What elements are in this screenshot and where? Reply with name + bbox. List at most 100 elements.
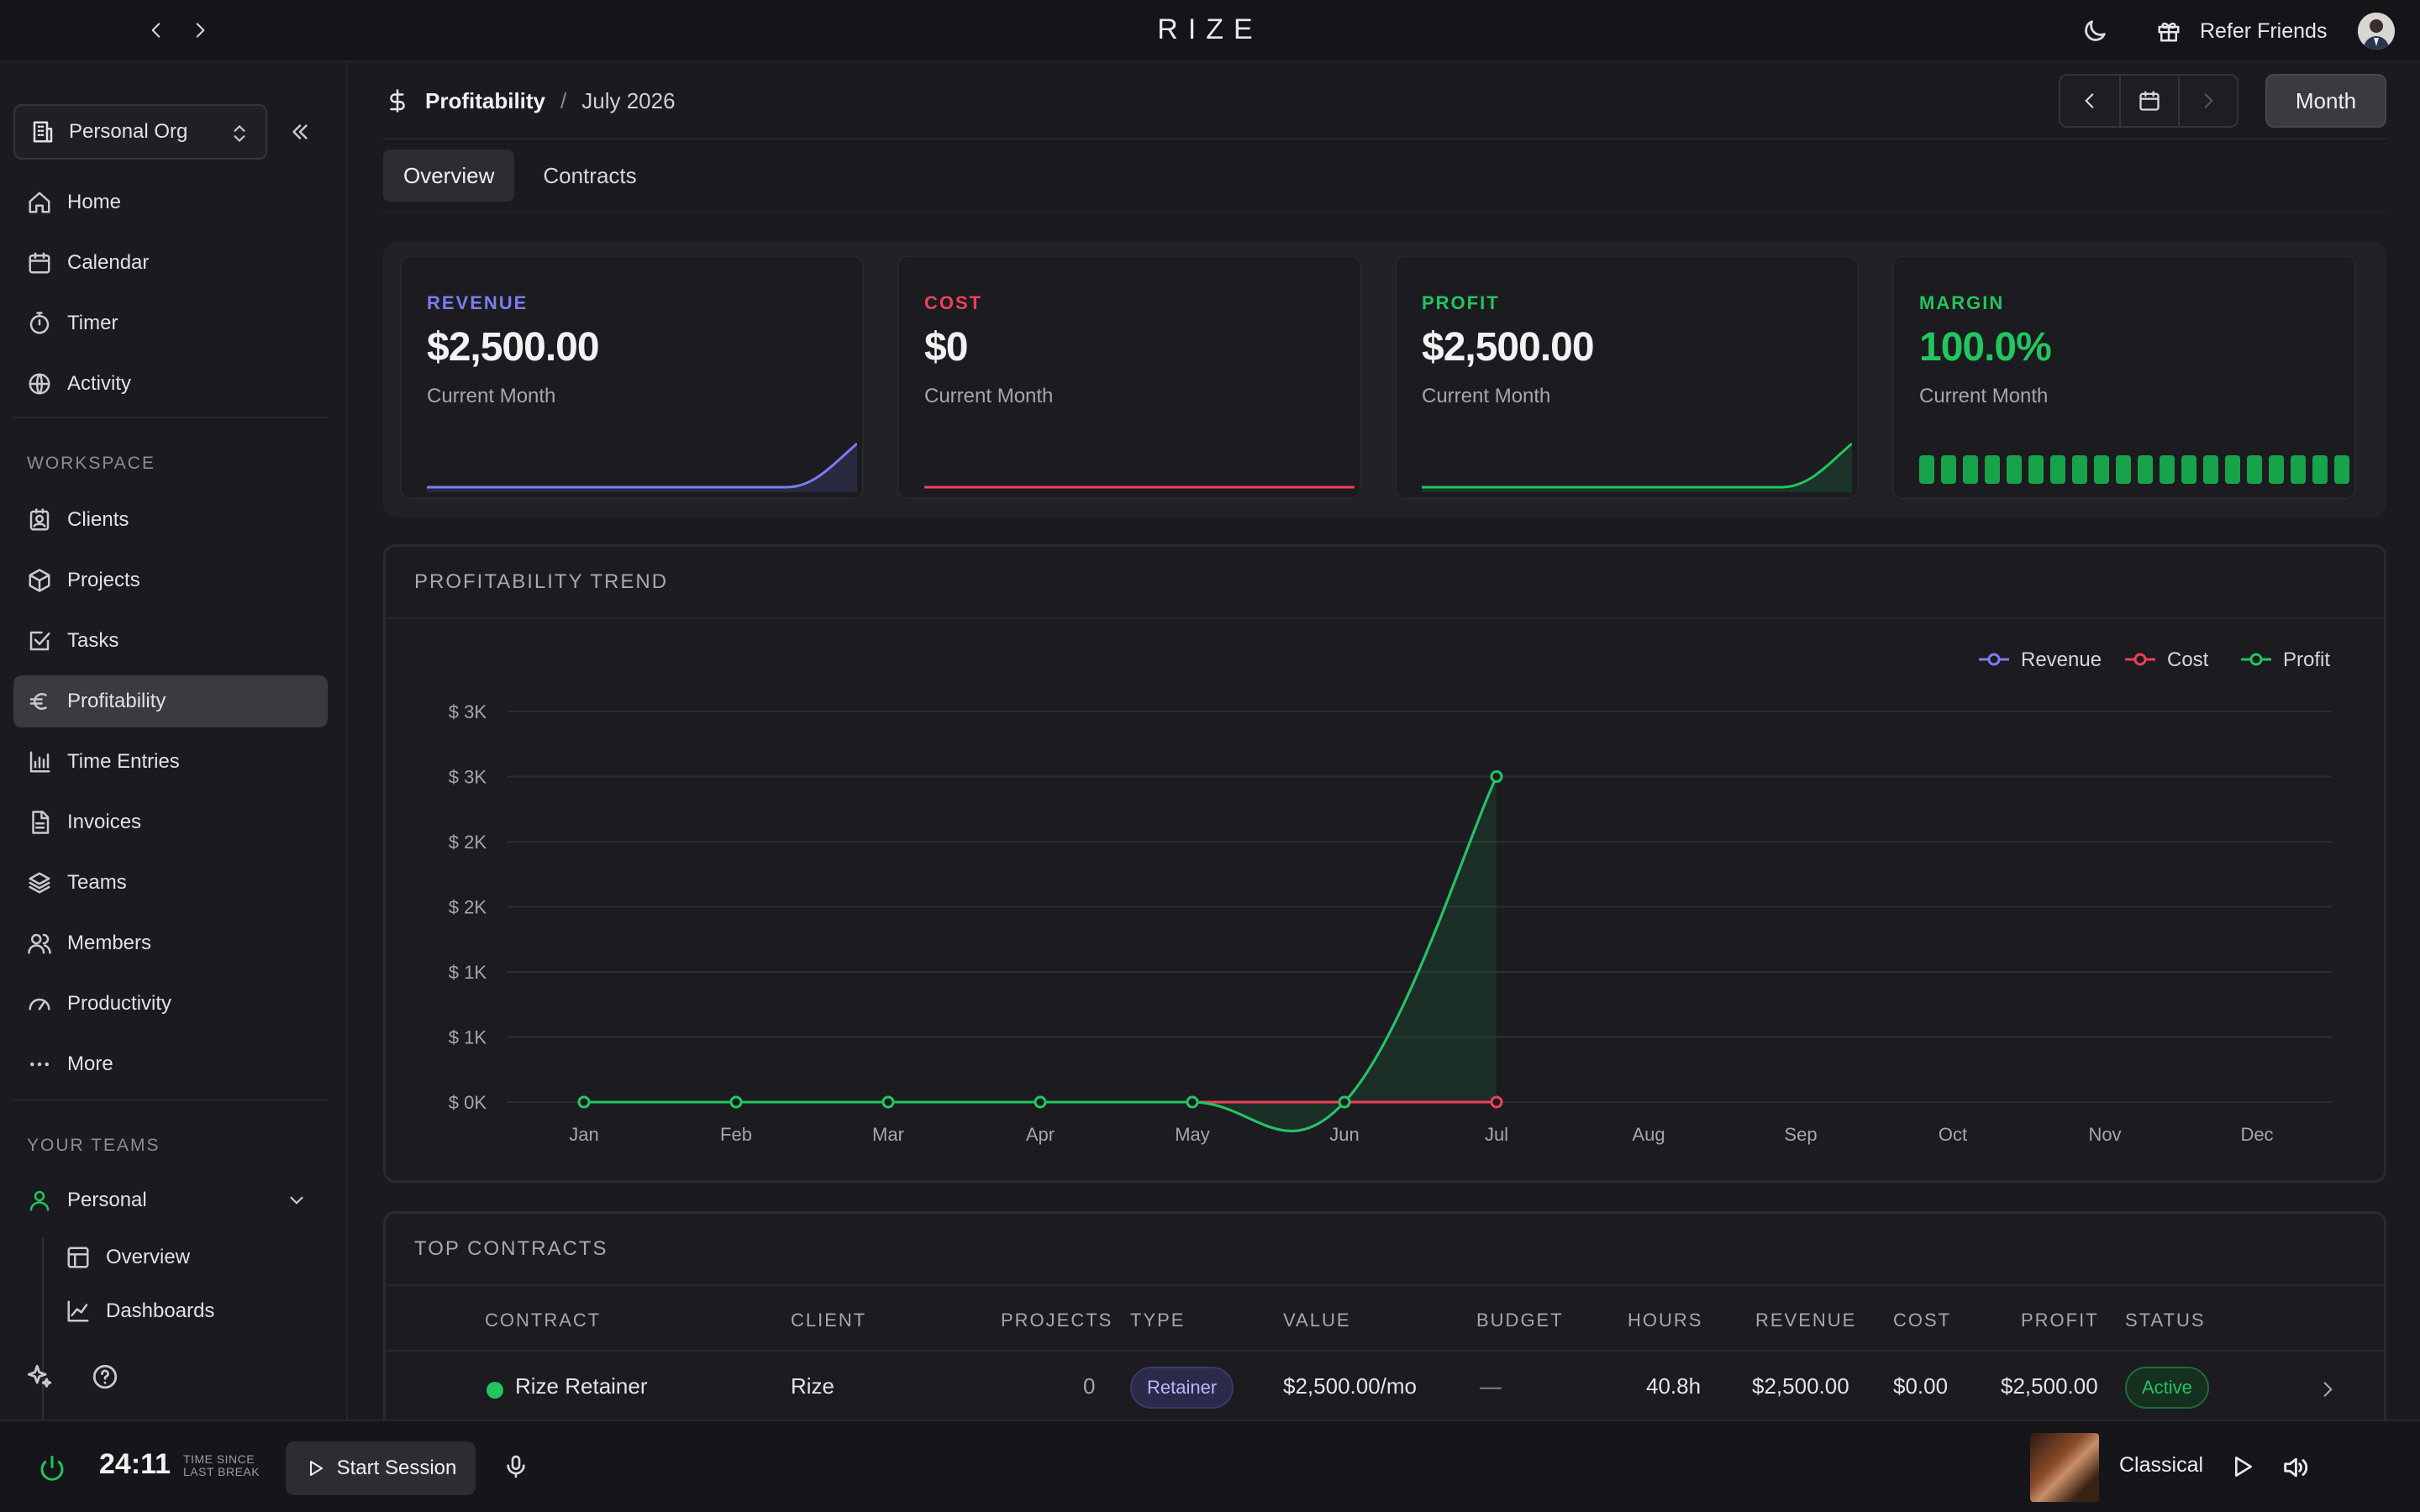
margin-segment — [2007, 455, 2022, 484]
next-period-button[interactable] — [2178, 76, 2237, 126]
column-header[interactable]: STATUS — [2125, 1310, 2206, 1331]
contracts-title: TOP CONTRACTS — [414, 1237, 608, 1260]
legend-label: Revenue — [2021, 648, 2102, 671]
kpi-subtitle: Current Month — [1422, 385, 1551, 407]
org-name: Personal Org — [69, 120, 188, 143]
chevron-right-icon — [2204, 93, 2213, 108]
sidebar-item-calendar[interactable]: Calendar — [13, 237, 328, 289]
sidebar-item-home[interactable]: Home — [13, 176, 328, 228]
team-item-dashboards[interactable]: Dashboards — [66, 1290, 214, 1332]
column-header[interactable]: CLIENT — [791, 1310, 867, 1331]
sidebar-item-activity[interactable]: Activity — [13, 358, 328, 410]
kpi-label: MARGIN — [1919, 292, 2005, 313]
sidebar-item-tasks[interactable]: Tasks — [13, 615, 328, 667]
chevron-right-icon[interactable] — [2317, 1378, 2338, 1400]
refer-friends-button[interactable]: Refer Friends — [2156, 13, 2327, 49]
tab-contracts[interactable]: Contracts — [543, 162, 637, 188]
kpi-card-revenue[interactable]: REVENUE $2,500.00 Current Month — [400, 255, 864, 499]
sidebar-item-label: Members — [67, 932, 152, 954]
sidebar-item-projects[interactable]: Projects — [13, 554, 328, 606]
checkbox-icon — [29, 631, 50, 651]
document-icon — [32, 811, 50, 834]
sidebar-item-timer[interactable]: Timer — [13, 297, 328, 349]
calendar-picker-button[interactable] — [2119, 76, 2178, 126]
sidebar-item-invoices[interactable]: Invoices — [13, 796, 328, 848]
sidebar-item-profitability[interactable]: Profitability — [13, 675, 328, 727]
music-album-art[interactable] — [2030, 1433, 2099, 1502]
table-divider — [386, 1350, 2384, 1352]
column-header[interactable]: HOURS — [1628, 1310, 1703, 1331]
x-tick-label: Oct — [1939, 1124, 1967, 1145]
sidebar-item-more[interactable]: More — [13, 1038, 328, 1090]
forward-button[interactable] — [185, 15, 215, 45]
margin-segment — [2160, 455, 2175, 484]
dollar-icon — [390, 89, 405, 113]
team-item-overview[interactable]: Overview — [66, 1236, 190, 1278]
chevrons-left-icon — [292, 124, 308, 139]
kpi-card-margin[interactable]: MARGIN 100.0% Current Month — [1892, 255, 2356, 499]
sidebar-item-label: Activity — [67, 372, 132, 395]
margin-segment — [2028, 455, 2044, 484]
column-header[interactable]: TYPE — [1130, 1310, 1186, 1331]
tab-overview[interactable]: Overview — [383, 150, 515, 202]
previous-period-button[interactable] — [2060, 76, 2119, 126]
sparkline-line — [427, 442, 857, 489]
x-tick-label: Aug — [1632, 1124, 1665, 1145]
play-icon[interactable] — [2228, 1453, 2255, 1480]
kpi-value: $2,500.00 — [1422, 325, 1595, 370]
users-icon — [28, 933, 51, 954]
kpi-card-profit[interactable]: PROFIT $2,500.00 Current Month — [1395, 255, 1859, 499]
power-icon[interactable] — [37, 1453, 67, 1483]
sidebar-item-time-entries[interactable]: Time Entries — [13, 736, 328, 788]
user-icon — [29, 1190, 50, 1211]
x-tick-label: Jul — [1485, 1124, 1508, 1145]
x-tick-label: Jun — [1329, 1124, 1359, 1145]
top-contracts-card: TOP CONTRACTS CONTRACT CLIENT PROJECTS T… — [383, 1211, 2386, 1430]
kpi-label: REVENUE — [427, 292, 529, 313]
breadcrumb-separator: / — [560, 87, 567, 113]
sidebar-item-productivity[interactable]: Productivity — [13, 978, 328, 1030]
collapse-sidebar-button[interactable] — [287, 119, 316, 148]
column-header[interactable]: CONTRACT — [485, 1310, 602, 1331]
microphone-icon[interactable] — [502, 1453, 529, 1480]
contract-value: $2,500.00/mo — [1283, 1373, 1418, 1399]
column-header[interactable]: PROFIT — [2021, 1310, 2099, 1331]
sidebar-item-members[interactable]: Members — [13, 917, 328, 969]
theme-toggle-button[interactable] — [2081, 17, 2109, 45]
help-icon[interactable] — [91, 1362, 119, 1391]
range-month-button[interactable]: Month — [2265, 74, 2386, 128]
column-header[interactable]: COST — [1893, 1310, 1952, 1331]
revenue-sparkline — [427, 442, 857, 492]
volume-icon[interactable] — [2281, 1453, 2309, 1482]
margin-segment — [2203, 455, 2218, 484]
cost-sparkline — [924, 486, 1355, 489]
projects-count: 0 — [1083, 1373, 1096, 1399]
sidebar-item-label: Invoices — [67, 811, 142, 833]
chevron-right-icon — [196, 23, 205, 38]
sidebar-item-clients[interactable]: Clients — [13, 494, 328, 546]
margin-meter — [1919, 455, 2349, 484]
kpi-card-cost[interactable]: COST $0 Current Month — [897, 255, 1361, 499]
sidebar-item-label: Clients — [67, 508, 129, 531]
org-selector[interactable]: Personal Org — [13, 104, 267, 160]
column-header[interactable]: VALUE — [1283, 1310, 1351, 1331]
sidebar-item-label: Productivity — [67, 992, 172, 1015]
margin-segment — [1919, 455, 1934, 484]
column-header[interactable]: REVENUE — [1755, 1310, 1857, 1331]
point-profit — [881, 1095, 895, 1109]
column-header[interactable]: BUDGET — [1476, 1310, 1564, 1331]
sidebar-item-label: Tasks — [67, 629, 119, 652]
sidebar-bottom-actions — [25, 1362, 119, 1391]
y-tick-label: $ 1K — [449, 1027, 487, 1048]
start-session-button[interactable]: Start Session — [286, 1441, 476, 1495]
team-item-label: Dashboards — [106, 1299, 215, 1322]
sparkles-icon[interactable] — [25, 1362, 54, 1391]
contract-budget: — — [1480, 1373, 1502, 1399]
user-avatar[interactable] — [2358, 13, 2395, 50]
point-profit — [1490, 770, 1503, 783]
back-button[interactable] — [141, 15, 171, 45]
team-personal[interactable]: Personal — [13, 1174, 324, 1226]
status-badge: Active — [2125, 1367, 2209, 1409]
column-header[interactable]: PROJECTS — [1001, 1310, 1113, 1331]
sidebar-item-teams[interactable]: Teams — [13, 857, 328, 909]
